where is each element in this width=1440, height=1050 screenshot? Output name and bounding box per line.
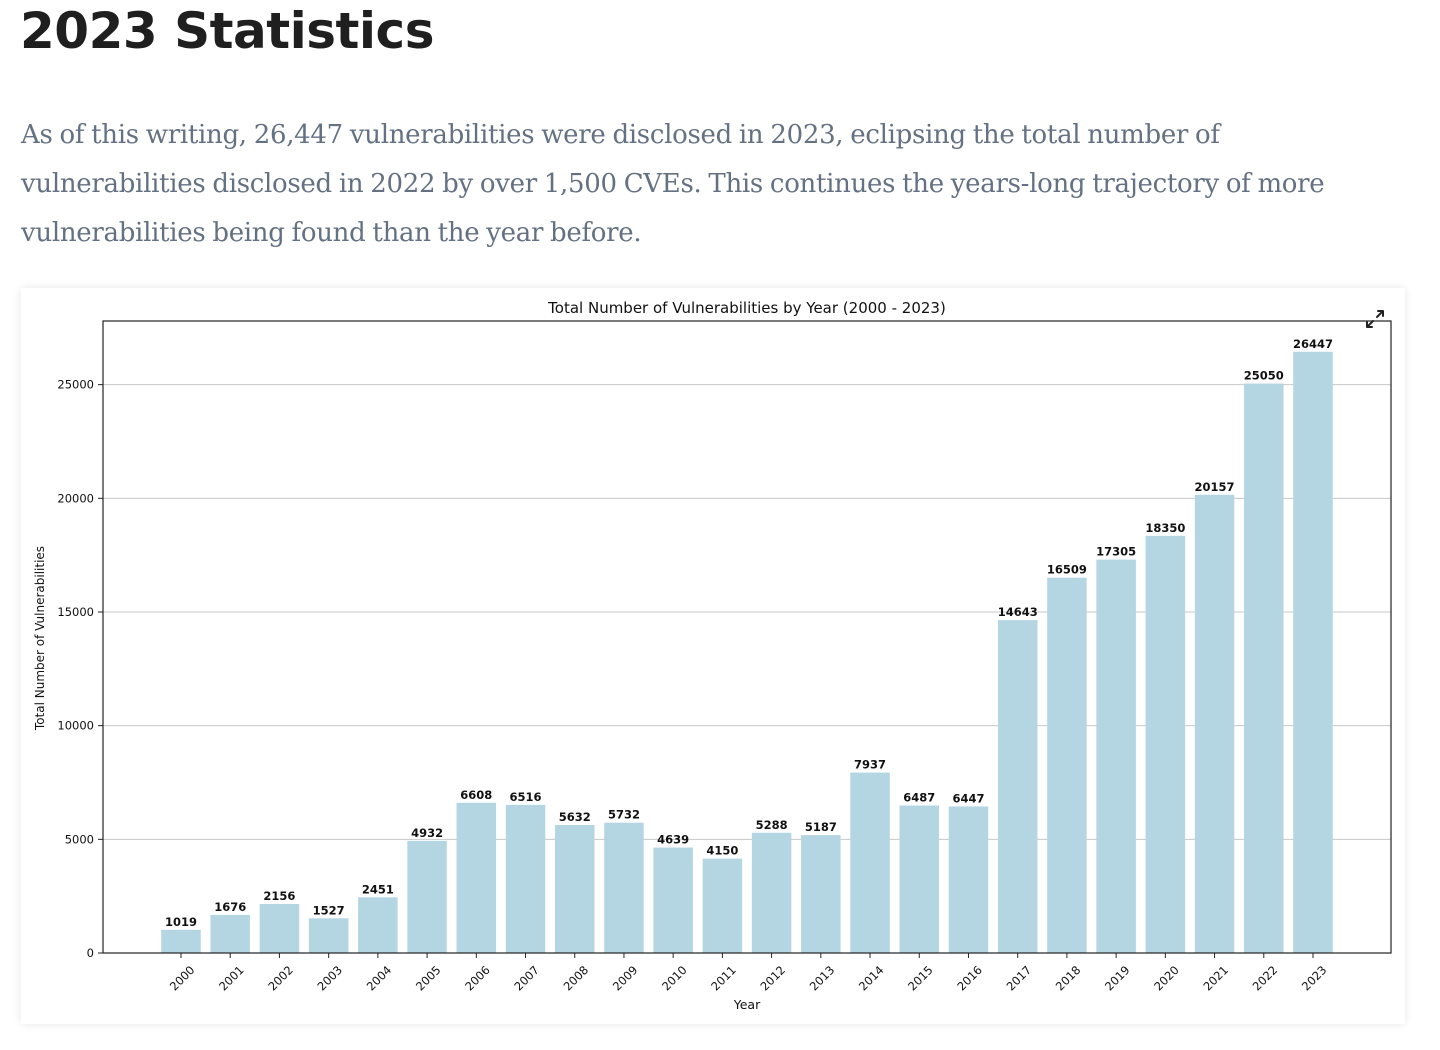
bar-value-label: 5288 <box>756 818 788 832</box>
bar-2008 <box>554 824 595 953</box>
bar-value-label: 1019 <box>165 915 197 929</box>
x-tick-label: 2020 <box>1151 963 1182 994</box>
x-tick-label: 2010 <box>659 963 690 994</box>
bar-2012 <box>751 832 792 953</box>
x-tick-label: 2017 <box>1004 963 1035 994</box>
bar-value-label: 4639 <box>657 833 689 847</box>
bar-2001 <box>210 914 250 953</box>
bar-value-labels: 1019 1676 2156 1527 2451 4932 6608 6516 5632 5732… <box>165 337 1333 929</box>
bar-value-label: 2156 <box>263 889 295 903</box>
x-tick-label: 2011 <box>708 963 739 994</box>
x-tick-label: 2022 <box>1250 963 1281 994</box>
y-tick-label: 10000 <box>57 719 94 733</box>
bar-2000 <box>161 929 201 953</box>
bar-2023 <box>1293 351 1333 953</box>
x-tick-label: 2007 <box>511 963 542 994</box>
chart-title: Total Number of Vulnerabilities by Year … <box>547 299 946 317</box>
bar-2020 <box>1145 535 1186 953</box>
bar-value-label: 6447 <box>952 791 984 805</box>
bar-value-label: 1676 <box>214 900 246 914</box>
x-tick-label: 2003 <box>315 963 346 994</box>
bars <box>161 351 1333 954</box>
bar-value-label: 4932 <box>411 826 443 840</box>
x-tick-label: 2021 <box>1200 963 1231 994</box>
x-tick-label: 2006 <box>462 963 493 994</box>
bar-value-label: 26447 <box>1293 337 1333 351</box>
bar-2017 <box>997 620 1038 953</box>
bar-value-label: 16509 <box>1047 563 1087 577</box>
chart-card: 1019 1676 2156 1527 2451 4932 6608 6516 5632 5732… <box>21 288 1405 1024</box>
y-tick-label: 5000 <box>65 832 94 846</box>
y-tick-label: 15000 <box>57 605 94 619</box>
bar-value-label: 17305 <box>1096 545 1136 559</box>
x-axis-label: Year <box>733 997 761 1012</box>
bar-value-label: 4150 <box>706 844 738 858</box>
bar-value-label: 25050 <box>1244 369 1284 383</box>
x-tick-label: 2004 <box>364 963 395 994</box>
x-tick-label: 2019 <box>1102 963 1133 994</box>
bar-2005 <box>407 840 447 953</box>
y-tick-label: 0 <box>87 946 94 960</box>
bar-chart: 1019 1676 2156 1527 2451 4932 6608 6516 5632 5732… <box>33 299 1392 1012</box>
bar-2015 <box>899 805 940 953</box>
bar-value-label: 14643 <box>998 605 1038 619</box>
x-tick-label: 2018 <box>1053 963 1084 994</box>
bar-2009 <box>604 822 644 953</box>
bar-2013 <box>801 835 841 953</box>
x-tick-label: 2013 <box>807 963 838 994</box>
bar-2019 <box>1096 559 1136 953</box>
bar-value-label: 5187 <box>805 820 837 834</box>
y-axis-ticks: 0 5000 10000 15000 20000 25000 <box>57 378 103 960</box>
bar-2007 <box>505 804 546 953</box>
bar-value-label: 18350 <box>1145 521 1185 535</box>
bar-value-label: 5732 <box>608 808 640 822</box>
bar-2011 <box>702 858 743 953</box>
x-tick-label: 2016 <box>954 963 985 994</box>
bar-value-label: 6516 <box>510 790 542 804</box>
intro-paragraph: As of this writing, 26,447 vulnerabiliti… <box>21 120 1325 248</box>
x-tick-label: 2009 <box>610 963 641 994</box>
bar-value-label: 2451 <box>362 882 394 896</box>
bar-2002 <box>259 903 300 953</box>
x-tick-label: 2005 <box>413 963 444 994</box>
x-tick-label: 2023 <box>1299 963 1330 994</box>
bar-2016 <box>948 806 989 953</box>
bar-2010 <box>653 847 693 953</box>
bar-value-label: 5632 <box>559 810 591 824</box>
x-tick-label: 2014 <box>856 963 887 994</box>
x-tick-label: 2008 <box>561 963 592 994</box>
x-tick-label: 2015 <box>905 963 936 994</box>
bar-2021 <box>1194 494 1235 953</box>
expand-arrows-icon <box>1366 310 1384 328</box>
x-tick-label: 2001 <box>216 963 247 994</box>
x-tick-label: 2012 <box>757 963 788 994</box>
expand-icon[interactable] <box>1361 305 1389 333</box>
y-tick-label: 20000 <box>57 491 94 505</box>
bar-value-label: 7937 <box>854 758 886 772</box>
bar-2003 <box>308 918 349 953</box>
plot-frame <box>102 320 1392 954</box>
y-axis-label: Total Number of Vulnerabilities <box>33 546 47 731</box>
x-axis-ticks: 2000 2001 2002 2003 2004 2005 2006 2007 2008 2009… <box>167 953 1330 994</box>
bar-value-label: 6487 <box>903 791 935 805</box>
bar-value-label: 20157 <box>1195 480 1235 494</box>
bar-2022 <box>1244 383 1284 954</box>
bar-2014 <box>850 772 890 953</box>
x-tick-label: 2002 <box>265 963 296 994</box>
bar-2018 <box>1047 577 1087 953</box>
y-tick-label: 25000 <box>57 378 94 392</box>
x-tick-label: 2000 <box>167 963 198 994</box>
bar-value-label: 6608 <box>460 788 492 802</box>
bar-2004 <box>358 897 398 953</box>
bar-2006 <box>456 802 497 953</box>
page-title: 2023 Statistics <box>20 2 434 60</box>
bar-value-label: 1527 <box>313 903 345 917</box>
